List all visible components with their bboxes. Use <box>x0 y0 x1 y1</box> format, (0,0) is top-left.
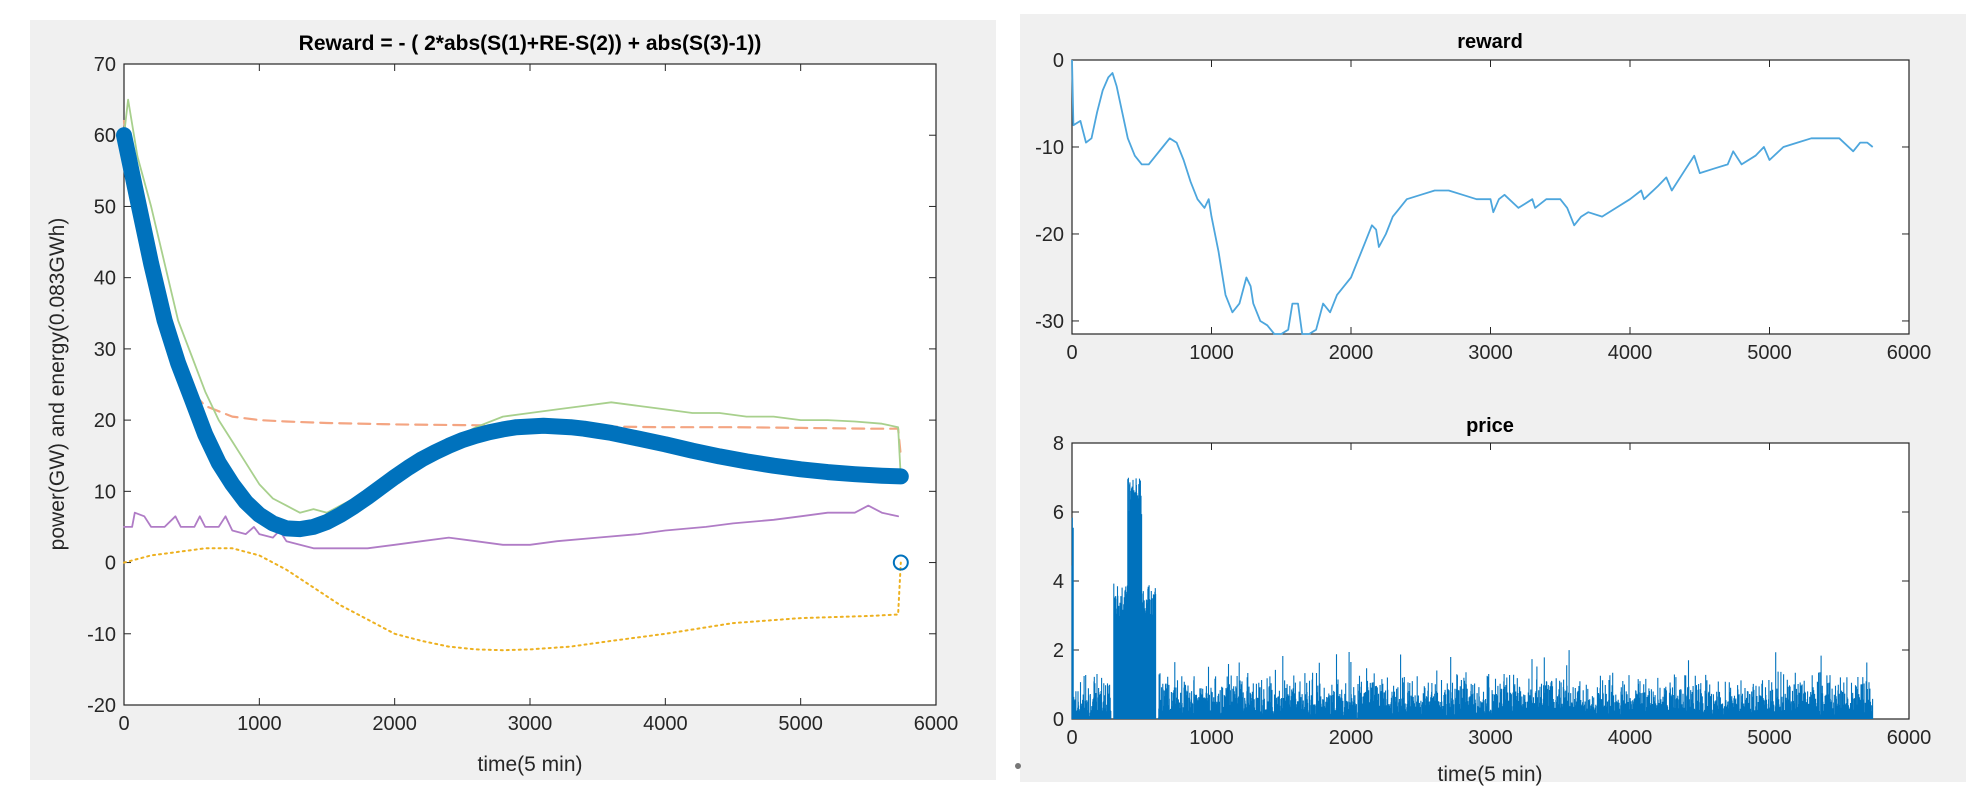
x-tick-label: 6000 <box>1887 727 1932 749</box>
y-tick-label: -10 <box>87 624 116 646</box>
x-tick-label: 0 <box>118 713 129 735</box>
x-tick-label: 3000 <box>1468 342 1513 364</box>
x-tick-label: 5000 <box>778 713 823 735</box>
main-plot-xlabel: time(5 min) <box>477 753 582 776</box>
reward-plot-marks: 0 1000 2000 3000 4000 5000 6000 -30 -20 -10 0 <box>1035 50 1931 364</box>
y-tick-label: 60 <box>94 125 116 147</box>
x-tick-label: 4000 <box>643 713 688 735</box>
x-tick-label: 3000 <box>508 713 553 735</box>
y-tick-label: 0 <box>105 553 116 575</box>
y-tick-label: 8 <box>1053 433 1064 455</box>
main-plot-area <box>123 63 937 706</box>
reward-plot-title: reward <box>1457 31 1523 53</box>
series-line-4 <box>116 127 909 538</box>
x-tick-label: 5000 <box>1747 342 1792 364</box>
price-series-line <box>1071 477 1874 719</box>
y-tick-label: 10 <box>94 481 116 503</box>
y-tick-label: 50 <box>94 196 116 218</box>
y-tick-label: 4 <box>1053 571 1064 593</box>
x-tick-label: 2000 <box>372 713 417 735</box>
series-line-1 <box>123 547 902 652</box>
y-tick-label: 0 <box>1053 709 1064 731</box>
x-tick-label: 3000 <box>1468 727 1513 749</box>
reward-plot-area <box>1071 59 1910 335</box>
x-tick-label: 1000 <box>237 713 282 735</box>
x-tick-label: 1000 <box>1189 727 1234 749</box>
y-tick-label: -30 <box>1035 311 1064 333</box>
y-tick-label: -20 <box>1035 224 1064 246</box>
x-tick-label: 0 <box>1066 342 1077 364</box>
x-tick-label: 4000 <box>1608 342 1653 364</box>
x-tick-label: 0 <box>1066 727 1077 749</box>
main-plot-ylabel: power(GW) and energy(0.083GWh) <box>46 218 69 551</box>
y-tick-label: 6 <box>1053 502 1064 524</box>
y-tick-label: 20 <box>94 410 116 432</box>
price-plot-marks: 0 1000 2000 3000 4000 5000 6000 0 2 4 6 8 <box>1053 433 1931 749</box>
y-tick-label: -20 <box>87 695 116 717</box>
main-plot-marks: 0 1000 2000 3000 4000 5000 6000 -20 -10 0 10 20 30 40… <box>87 54 958 735</box>
main-plot-title: Reward = - ( 2*abs(S(1)+RE-S(2)) + abs(S… <box>299 32 762 55</box>
x-tick-label: 5000 <box>1747 727 1792 749</box>
x-tick-label: 1000 <box>1189 342 1234 364</box>
y-tick-label: 70 <box>94 54 116 76</box>
series-line-2 <box>123 504 899 550</box>
x-tick-label: 4000 <box>1608 727 1653 749</box>
y-tick-label: 40 <box>94 268 116 290</box>
x-tick-label: 6000 <box>1887 342 1932 364</box>
x-tick-label: 2000 <box>1329 727 1374 749</box>
x-tick-label: 6000 <box>914 713 959 735</box>
y-tick-label: 30 <box>94 339 116 361</box>
end-marker <box>892 554 909 571</box>
price-plot-xlabel: time(5 min) <box>1437 763 1542 786</box>
reward-series-line <box>1071 59 1874 335</box>
y-tick-label: 0 <box>1053 50 1064 72</box>
y-tick-label: 2 <box>1053 640 1064 662</box>
price-plot-title: price <box>1466 415 1514 437</box>
separator-dot <box>1015 763 1021 769</box>
y-tick-label: -10 <box>1035 137 1064 159</box>
price-plot-area <box>1071 442 1910 720</box>
x-tick-label: 2000 <box>1329 342 1374 364</box>
